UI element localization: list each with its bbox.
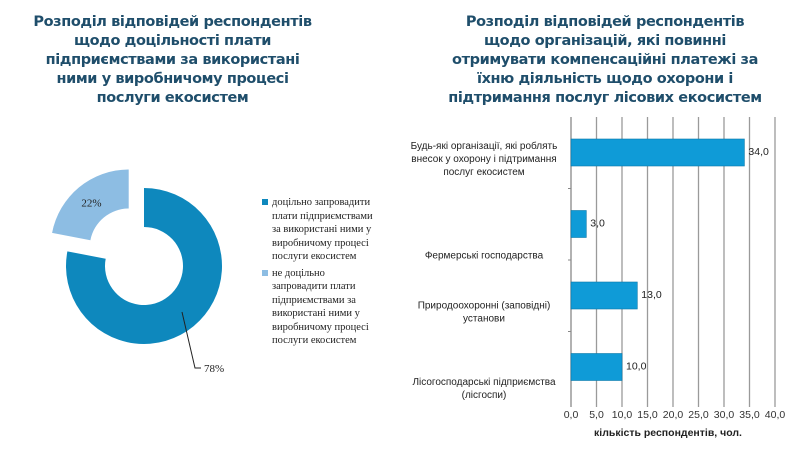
bar: [570, 353, 623, 381]
data-label: 34,0: [748, 146, 769, 158]
legend-label: не доцільно запровадити плати підприємст…: [272, 267, 369, 347]
x-axis-label: кількість респондентів, чол.: [594, 427, 742, 439]
x-tick-label: 15,0: [637, 409, 658, 421]
donut-chart-title: Розподіл відповідей респондентів щодо до…: [33, 14, 312, 106]
legend-item: доцільно запровадити плати підприємствам…: [262, 196, 382, 264]
x-tick-label: 5,0: [589, 409, 604, 421]
donut-legend: доцільно запровадити плати підприємствам…: [262, 196, 382, 351]
slice-label: 22%: [81, 197, 101, 209]
donut-slice: [52, 169, 129, 241]
bar: [570, 281, 638, 310]
data-label: 10,0: [626, 361, 647, 373]
data-label: 3,0: [590, 218, 605, 230]
category-label: Будь-які організації, які роблять внесок …: [411, 140, 558, 178]
category-label: Фермерські господарства: [425, 251, 544, 262]
bar-chart-title: Розподіл відповідей респондентів щодо ор…: [448, 14, 762, 106]
x-tick-label: 0,0: [564, 409, 579, 421]
category-label: Природоохоронні (заповідні) установи: [418, 301, 551, 325]
x-tick-label: 40,0: [765, 409, 786, 421]
bar: [570, 138, 745, 167]
x-tick-label: 10,0: [612, 409, 633, 421]
x-tick-label: 35,0: [739, 409, 760, 421]
legend-swatch: [262, 199, 268, 205]
legend-label: доцільно запровадити плати підприємствам…: [272, 197, 373, 262]
donut-slice: [65, 188, 222, 344]
x-tick-label: 30,0: [714, 409, 735, 421]
bar: [570, 210, 587, 238]
x-tick-label: 25,0: [688, 409, 709, 421]
slice-label: 78%: [204, 363, 224, 375]
x-tick-label: 20,0: [663, 409, 684, 421]
data-label: 13,0: [641, 289, 662, 301]
legend-item: не доцільно запровадити плати підприємст…: [262, 267, 382, 348]
leader-line: [181, 311, 201, 369]
legend-swatch: [262, 269, 268, 276]
category-label: Лісогосподарські підприємства (лісгоспи): [412, 377, 556, 401]
